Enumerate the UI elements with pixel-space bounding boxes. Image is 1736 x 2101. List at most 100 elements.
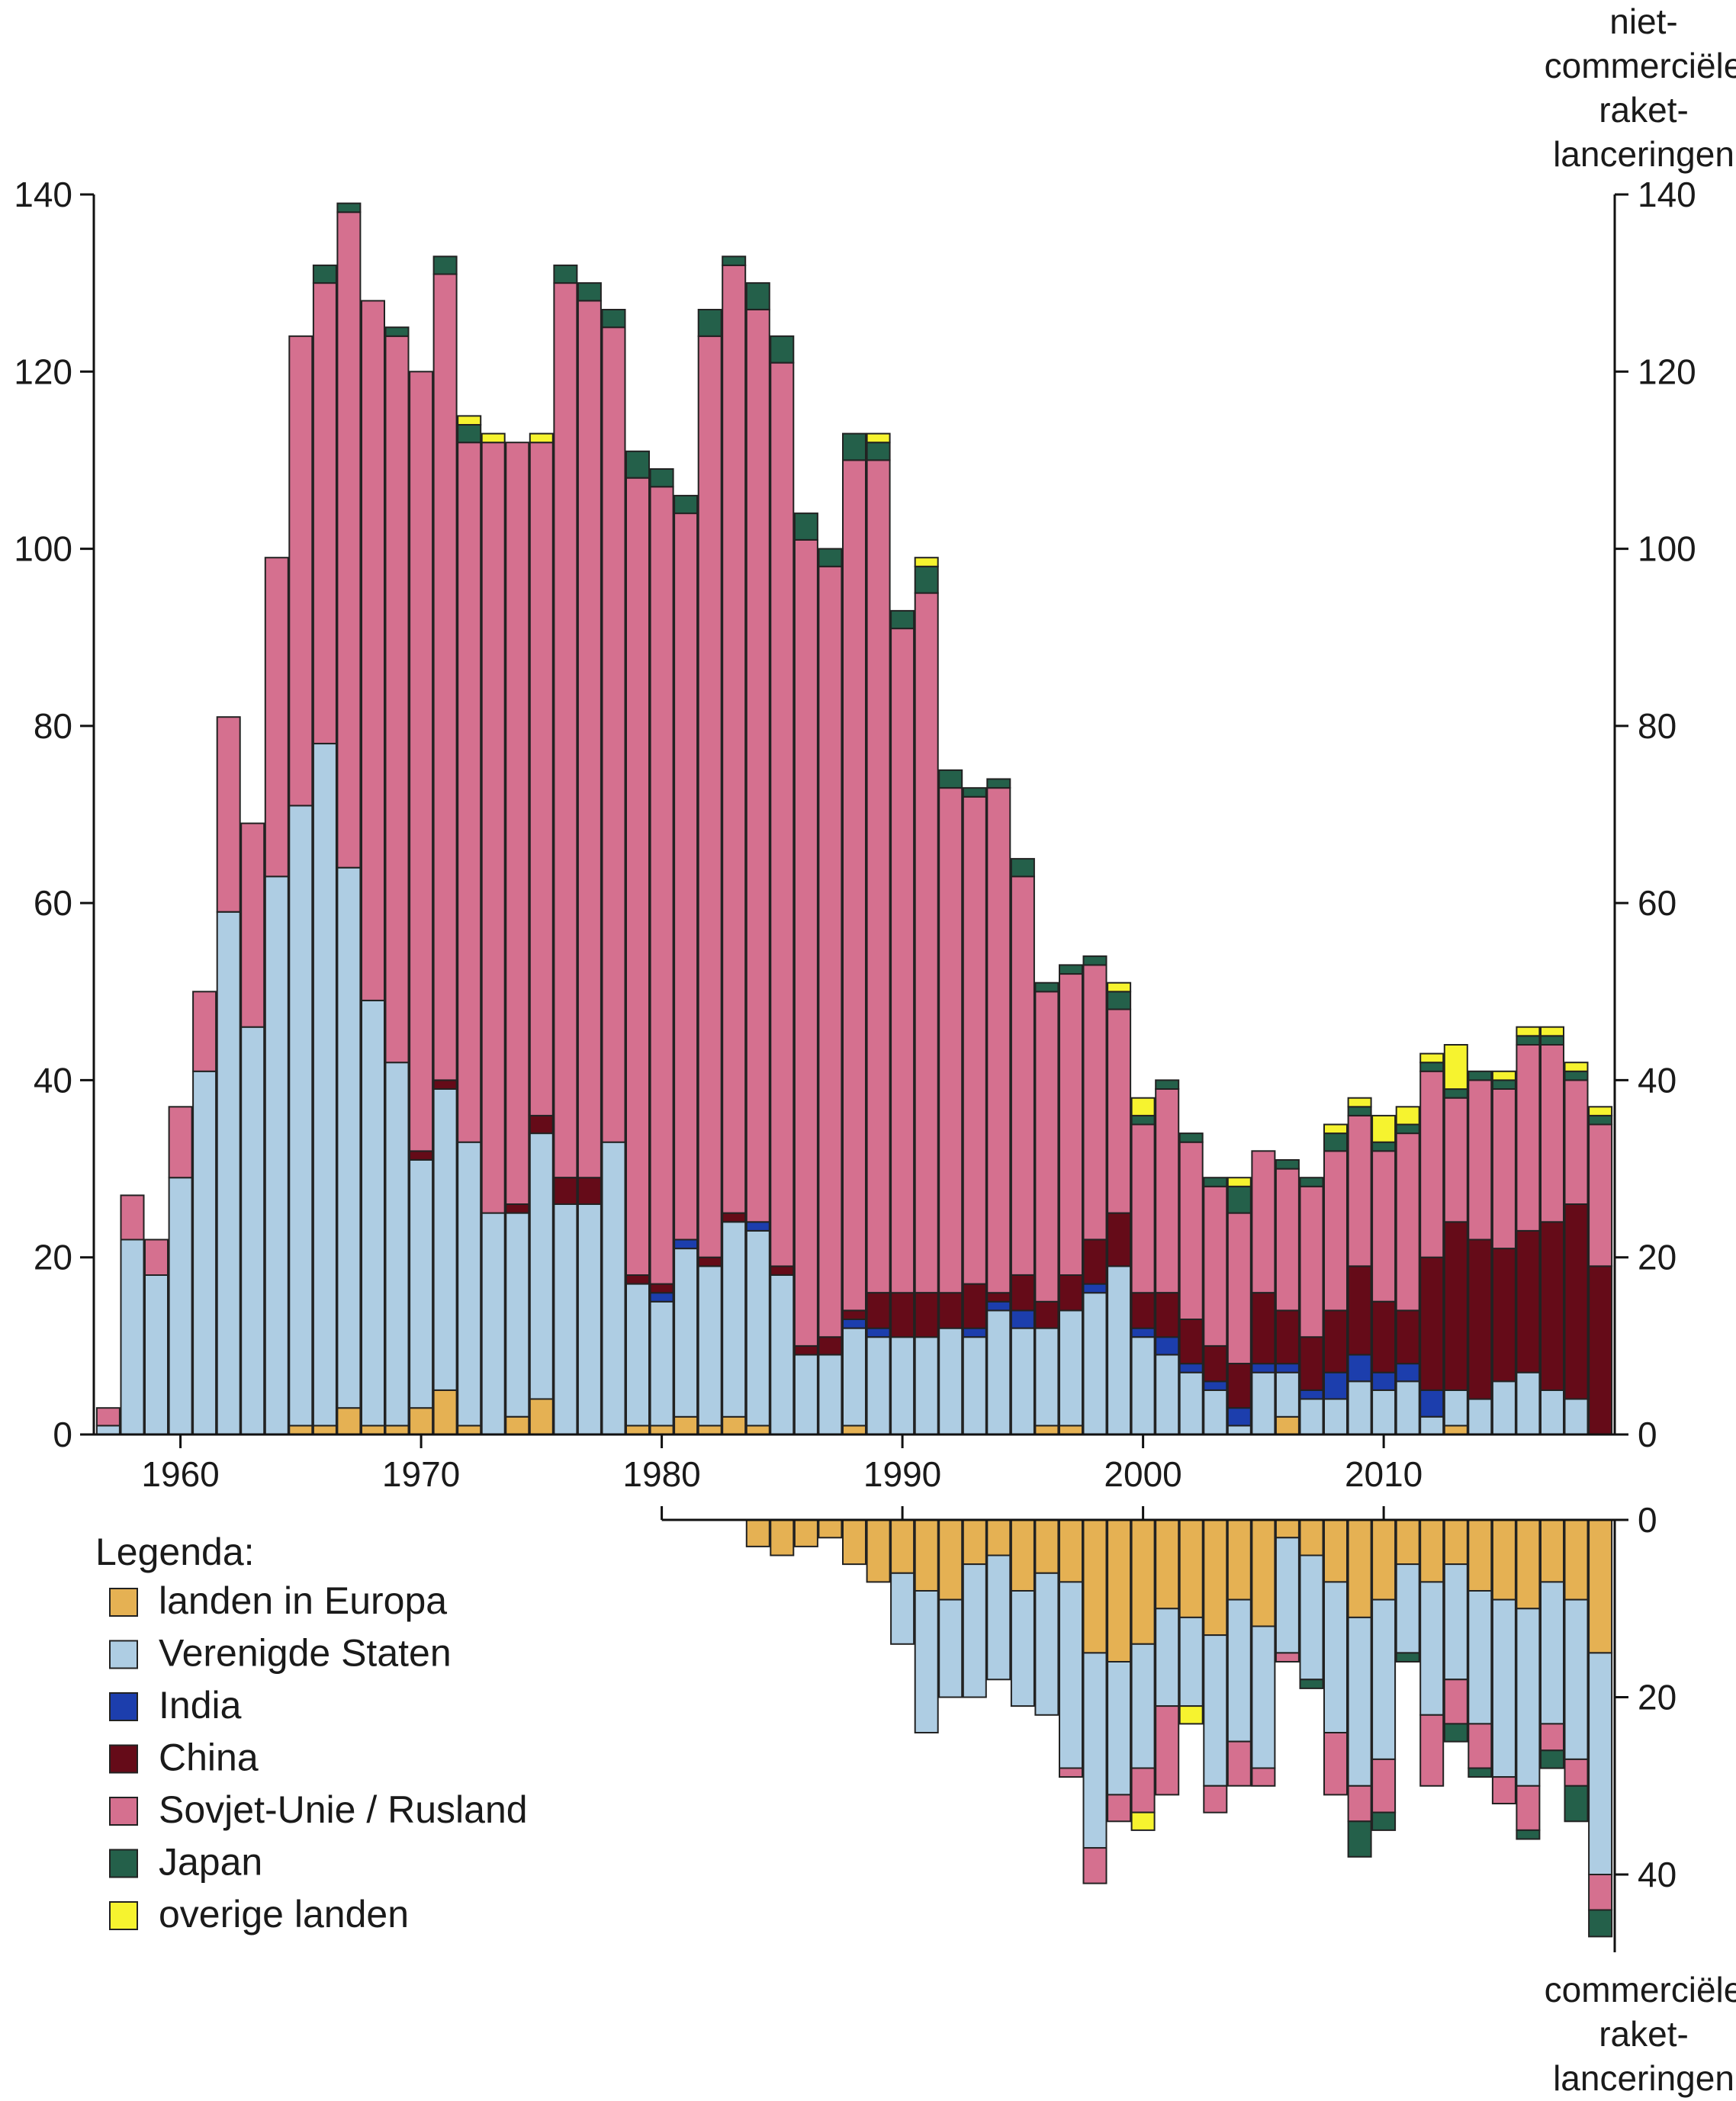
bar-noncommercial-ussr-2002 [1178,1141,1204,1320]
bar-noncommercial-usa-1992 [938,1327,963,1435]
bar-noncommercial-china-1998 [1082,1238,1108,1285]
bar-commercial-europe-1997 [1059,1519,1083,1583]
bar-noncommercial-ussr-1965 [288,335,313,807]
legend: Legenda: landen in Europa Verenigde Staten… [95,1531,528,1936]
bar-noncommercial-japan-1989 [866,442,891,461]
right-y-tick-label-40: 40 [1638,1060,1677,1100]
bar-noncommercial-india-1998 [1082,1283,1108,1294]
bar-noncommercial-usa-1980 [649,1300,674,1427]
bar-noncommercial-ussr-2000 [1130,1123,1156,1294]
bar-commercial-europe-2004 [1226,1519,1252,1601]
bar-noncommercial-japan-2013 [1443,1088,1468,1099]
bar-commercial-usa-2017 [1540,1581,1564,1725]
bottom-y-tick-label-0: 0 [1638,1500,1657,1540]
bar-commercial-europe-2016 [1516,1519,1541,1610]
bar-noncommercial-ussr-2008 [1323,1150,1348,1312]
bar-noncommercial-europe-1982 [697,1425,722,1436]
legend-label-china: China [159,1736,259,1779]
bar-commercial-ussr-1997 [1059,1767,1083,1778]
commercial-bars [745,1519,1613,1938]
bar-commercial-europe-2005 [1251,1519,1276,1627]
bar-commercial-usa-2005 [1251,1625,1276,1769]
bar-commercial-usa-1994 [986,1554,1011,1681]
bar-commercial-europe-1988 [842,1519,866,1566]
bar-noncommercial-europe-1981 [674,1415,699,1436]
bar-noncommercial-usa-1994 [986,1309,1011,1436]
bar-noncommercial-india-2011 [1395,1363,1420,1383]
legend-label-japan: Japan [159,1841,262,1884]
bar-commercial-usa-2004 [1226,1598,1252,1743]
bar-commercial-usa-2002 [1178,1616,1204,1707]
bar-noncommercial-japan-1978 [601,309,626,329]
bar-noncommercial-ussr-1996 [1034,991,1059,1303]
bar-commercial-europe-2015 [1491,1519,1516,1601]
bar-noncommercial-usa-1995 [1010,1327,1035,1435]
bar-noncommercial-china-2016 [1516,1229,1541,1373]
bar-noncommercial-india-2004 [1226,1407,1252,1427]
bar-noncommercial-ussr-1997 [1059,973,1083,1276]
bar-noncommercial-ussr-1978 [601,326,626,1143]
bar-noncommercial-usa-2001 [1155,1354,1180,1435]
bar-noncommercial-usa-1982 [697,1265,722,1427]
bar-noncommercial-japan-2007 [1299,1177,1324,1187]
bar-noncommercial-china-1989 [866,1292,891,1329]
bar-noncommercial-ussr-1970 [409,371,434,1152]
bar-noncommercial-china-1995 [1010,1274,1035,1312]
bar-noncommercial-ussr-2019 [1588,1123,1613,1267]
bar-noncommercial-india-2002 [1178,1363,1204,1373]
bar-commercial-japan-2016 [1516,1829,1541,1840]
bar-noncommercial-europe-2006 [1275,1415,1300,1436]
bar-noncommercial-japan-2010 [1371,1141,1397,1152]
bar-noncommercial-usa-1966 [312,743,337,1427]
bar-noncommercial-other-2013 [1443,1044,1468,1091]
bar-noncommercial-usa-2012 [1419,1415,1445,1436]
bar-commercial-usa-1991 [914,1590,939,1733]
bar-noncommercial-japan-1981 [674,494,699,515]
bar-noncommercial-other-2015 [1491,1070,1516,1081]
commercial-axis-title-line-1: commerciële [1545,1970,1736,2009]
bar-noncommercial-japan-2008 [1323,1132,1348,1152]
bar-noncommercial-usa-2014 [1468,1398,1493,1435]
bar-commercial-ussr-2001 [1155,1705,1180,1796]
bar-noncommercial-ussr-1979 [625,477,650,1277]
bar-commercial-usa-1995 [1010,1590,1035,1707]
bar-noncommercial-china-1975 [529,1114,554,1135]
bar-noncommercial-other-2016 [1516,1026,1541,1037]
bar-noncommercial-ussr-1995 [1010,875,1035,1276]
bar-noncommercial-ussr-2015 [1491,1088,1516,1250]
bar-commercial-europe-1985 [770,1519,795,1556]
legend-swatch-europe [109,1588,138,1617]
bar-noncommercial-usa-1986 [793,1354,818,1435]
bar-noncommercial-europe-1980 [649,1425,674,1436]
bar-commercial-ussr-2005 [1251,1767,1276,1787]
bar-noncommercial-ussr-1994 [986,787,1011,1294]
bar-noncommercial-ussr-1962 [216,716,241,913]
bar-noncommercial-europe-1968 [361,1425,385,1436]
bar-noncommercial-china-2000 [1130,1292,1156,1329]
bar-noncommercial-ussr-1961 [192,991,217,1072]
bar-noncommercial-usa-1979 [625,1283,650,1427]
bar-noncommercial-ussr-2013 [1443,1097,1468,1223]
bar-noncommercial-ussr-1982 [697,335,722,1258]
bar-noncommercial-japan-1999 [1107,991,1132,1010]
bar-noncommercial-japan-1996 [1034,981,1059,993]
bar-noncommercial-usa-2003 [1203,1389,1228,1436]
bar-noncommercial-india-1984 [745,1221,770,1232]
bar-noncommercial-india-2005 [1251,1363,1276,1373]
bar-noncommercial-ussr-1985 [770,361,795,1267]
bar-noncommercial-ussr-1974 [505,442,530,1205]
left-y-tick-label-0: 0 [53,1415,72,1454]
bar-commercial-europe-2019 [1588,1519,1613,1654]
bar-noncommercial-usa-2015 [1491,1380,1516,1436]
commercial-axis-title-line-3: lanceringen [1553,2058,1734,2098]
bar-noncommercial-china-2006 [1275,1309,1300,1365]
bar-noncommercial-other-1973 [481,432,506,444]
bar-noncommercial-japan-1984 [745,282,770,310]
bar-noncommercial-china-2019 [1588,1265,1613,1436]
bar-noncommercial-usa-1998 [1082,1292,1108,1435]
bar-commercial-ussr-2000 [1130,1767,1156,1813]
bar-noncommercial-usa-1960 [168,1177,193,1435]
bar-noncommercial-japan-2019 [1588,1114,1613,1126]
bar-noncommercial-ussr-2014 [1468,1079,1493,1241]
bar-noncommercial-india-1988 [842,1319,866,1329]
